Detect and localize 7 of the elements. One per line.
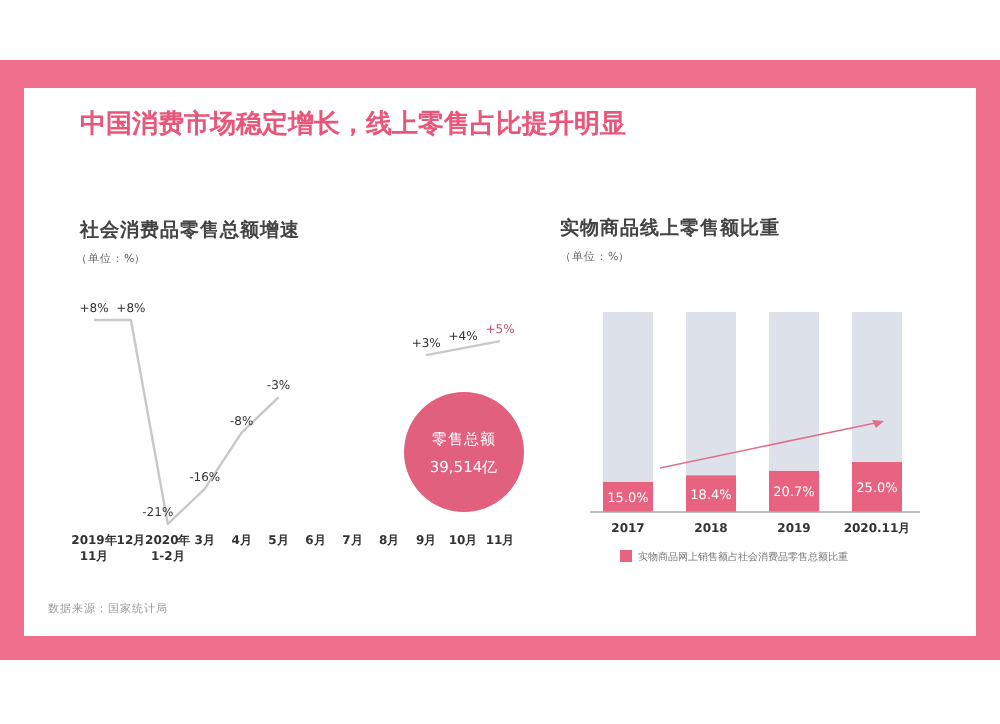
bar xyxy=(686,312,736,476)
chart-title: 社会消费品零售总额增速 xyxy=(78,218,302,242)
bar xyxy=(769,312,819,471)
text: 中国消费市场稳定增长，线上零售占比提升明显 xyxy=(80,108,626,140)
bar xyxy=(852,312,902,462)
bar xyxy=(603,312,653,482)
chart-title: 实物商品线上零售额比重 xyxy=(560,216,780,240)
